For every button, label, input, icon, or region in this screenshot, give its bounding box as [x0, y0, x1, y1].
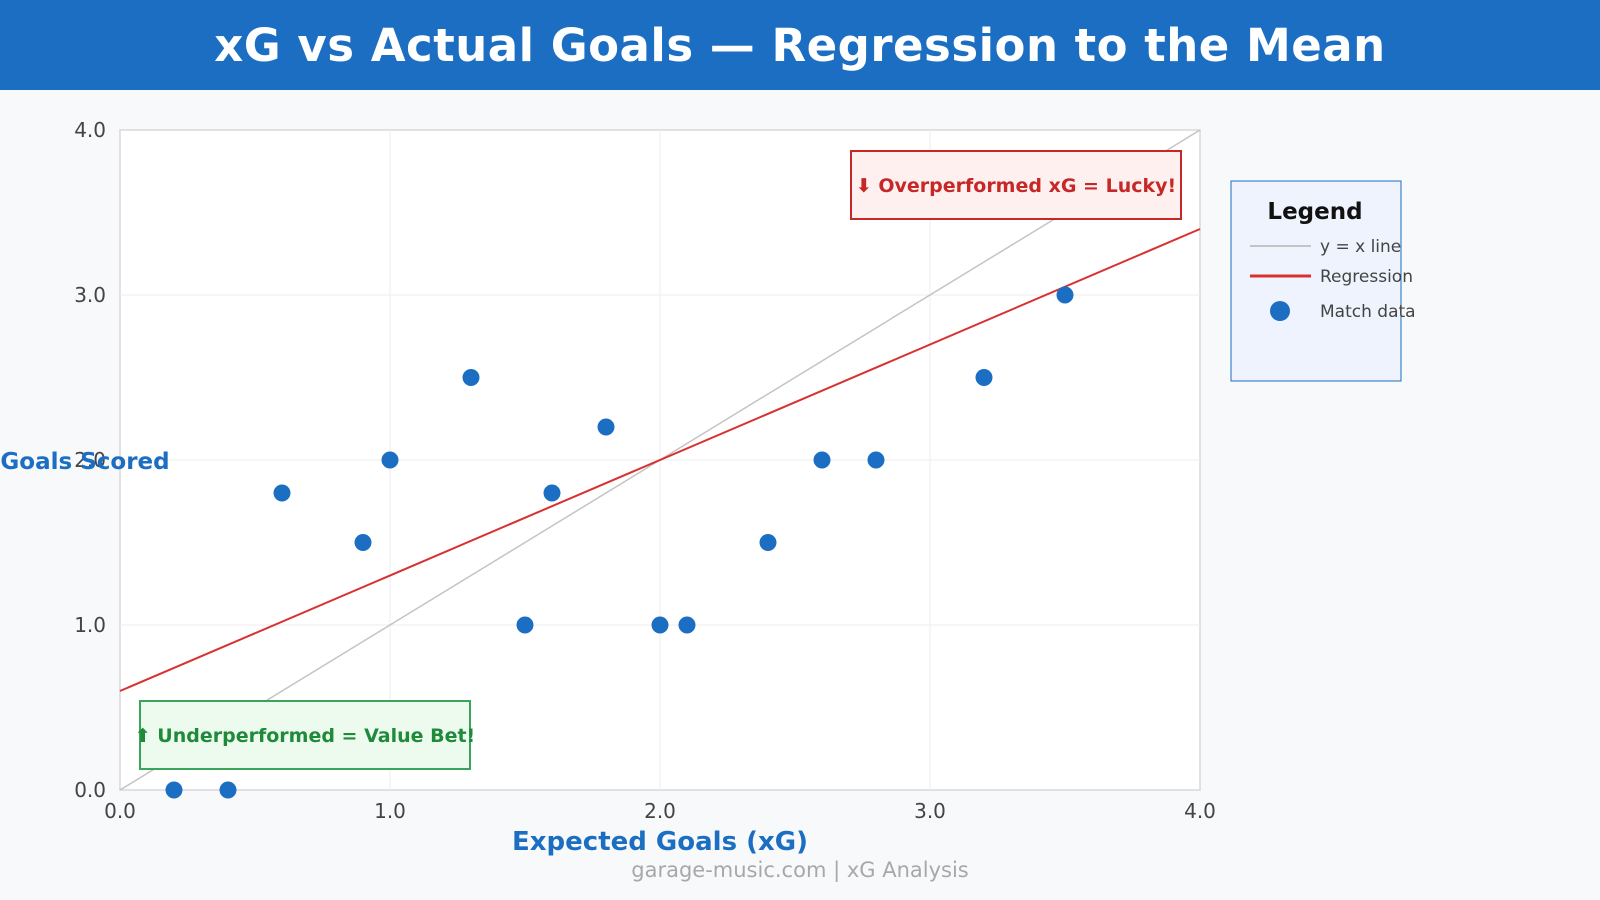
data-point	[165, 781, 183, 799]
x-tick-label: 3.0	[914, 799, 946, 823]
legend: Legend y = x line Regression Match data	[1230, 180, 1416, 382]
y-tick-labels: 0.0 1.0 2.0 3.0 4.0	[74, 118, 106, 802]
data-point	[651, 616, 669, 634]
legend-title: Legend	[1267, 199, 1362, 225]
data-point	[462, 369, 480, 386]
x-tick-label: 4.0	[1184, 799, 1216, 823]
data-point	[975, 369, 993, 386]
data-point	[273, 484, 291, 502]
page-title: xG vs Actual Goals — Regression to the M…	[214, 18, 1386, 72]
data-point	[354, 534, 372, 551]
y-axis-label: Goals Scored	[0, 449, 169, 475]
data-point	[597, 418, 615, 436]
legend-entry-match-data: Match data	[1320, 302, 1416, 322]
underperform-annotation-box	[139, 700, 471, 770]
x-tick-labels: 0.0 1.0 2.0 3.0 4.0	[104, 799, 1216, 823]
legend-entry-identity: y = x line	[1320, 237, 1401, 257]
y-tick-label: 1.0	[74, 613, 106, 637]
y-tick-label: 4.0	[74, 118, 106, 142]
legend-box	[1230, 180, 1402, 382]
data-point	[759, 534, 777, 551]
data-point	[543, 484, 561, 502]
y-tick-label: 0.0	[74, 778, 106, 802]
x-axis-label: Expected Goals (xG)	[512, 827, 808, 857]
x-tick-label: 1.0	[374, 799, 406, 823]
data-point	[678, 616, 696, 634]
data-point	[516, 616, 534, 634]
overperform-annotation-box	[850, 150, 1182, 220]
underperform-annotation: ⬆ Underperformed = Value Bet!	[135, 725, 475, 747]
legend-entry-regression: Regression	[1320, 267, 1413, 287]
y-tick-label: 2.0	[74, 448, 106, 472]
data-point	[813, 451, 831, 469]
header-bar: xG vs Actual Goals — Regression to the M…	[0, 0, 1600, 90]
data-point	[219, 781, 237, 799]
data-points	[165, 286, 1074, 799]
x-tick-label: 2.0	[644, 799, 676, 823]
y-tick-label: 3.0	[74, 283, 106, 307]
legend-match-data-swatch	[1270, 301, 1290, 321]
data-point	[867, 451, 885, 469]
footer-credit: garage-music.com | xG Analysis	[631, 858, 969, 882]
data-point	[1056, 286, 1074, 304]
data-point	[381, 451, 399, 469]
x-tick-label: 0.0	[104, 799, 136, 823]
overperform-annotation: ⬇ Overperformed xG = Lucky!	[856, 175, 1176, 197]
regression-line	[119, 228, 1201, 692]
